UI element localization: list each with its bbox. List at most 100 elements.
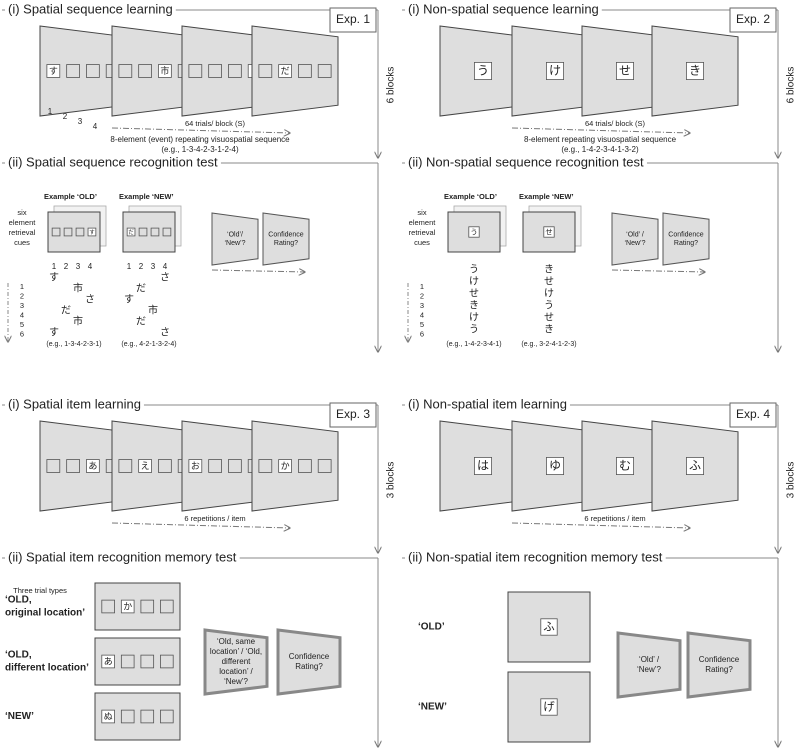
trial-type-label: ‘NEW’ [418,702,447,713]
sequence-character: さ [160,272,170,284]
sequence-character: す [124,294,134,306]
section-title: (ii) Non-spatial item recognition memory… [408,549,663,564]
response-prompt: ‘Old’ / [626,231,644,238]
section-title: (i) Spatial sequence learning [8,1,173,16]
location-box [258,459,273,473]
screen-frame [251,420,339,512]
trial-arrow [111,522,290,528]
location-box [75,227,85,237]
experiment-panel: (i) Non-spatial item learning Exp. 4 3 blo… [402,396,797,747]
cue-number: 5 [420,320,424,329]
cue-number: 6 [20,329,24,338]
cue-number: 2 [20,291,24,300]
sequence-character: う [544,300,554,312]
sequence-description: 8-element (event) repeating visuospatial… [110,135,290,144]
trial-arrow [511,127,690,133]
column-number: 1 [127,262,132,271]
response-screen [686,631,752,699]
sequence-character: だ [61,305,71,317]
sequence-character: だ [136,316,146,328]
sequence-character: だ [136,283,146,295]
location-box [188,459,203,473]
cue-number: 4 [420,310,424,319]
location-box [298,64,312,78]
stimulus-character: え [141,461,150,471]
location-box [120,654,135,669]
cue-label: retrieval [9,228,36,237]
stimulus-character: ふ [543,621,555,634]
response-prompt: ‘New’? [637,665,662,674]
stimulus-character: す [49,66,58,76]
experiment-label-box [329,7,377,33]
cue-number: 1 [20,282,24,291]
location-box [51,227,61,237]
stimulus-character: ぬ [104,711,113,721]
location-box [540,618,558,636]
location-box [468,226,480,238]
location-box [160,709,174,724]
experiment-panel: (i) Spatial sequence learning Exp. 1 6 blo… [2,1,397,352]
screen-frame [94,637,181,686]
response-screen [611,212,659,266]
schedule-label: 64 trials/ block (S) [585,119,646,128]
title-background [5,154,221,170]
example-label: Example ‘NEW’ [119,192,174,201]
sequence-description: (e.g., 1-4-2-3-4-1-3-2) [561,145,639,154]
stimulus-character: あ [104,656,113,666]
location-box [278,64,292,78]
experiment-label: Exp. 3 [336,407,370,421]
location-box [86,459,100,473]
title-background [5,1,176,17]
location-box [66,459,80,473]
stimulus-character: げ [543,701,555,714]
cue-number: 6 [420,329,424,338]
location-box [228,64,242,78]
stimulus-character: 市 [160,65,169,76]
response-prompt: ‘Old’/ [227,231,243,238]
location-box [160,654,174,669]
trial-arrow [511,522,690,528]
location-box [545,62,564,81]
title-background [405,396,570,412]
column-number: 4 [88,262,93,271]
location-box [258,64,273,78]
response-prompt: Rating? [674,240,698,247]
block-count: 6 blocks [386,67,397,104]
cue-number: 2 [420,291,424,300]
column-number: 3 [76,262,81,271]
title-background [405,549,666,565]
trial-type-label: ‘NEW’ [5,711,34,722]
location-box [118,64,133,78]
title-background [405,154,647,170]
response-screen [203,628,269,696]
location-box [120,599,135,614]
stimulus-character: け [549,64,561,78]
cue-number: 3 [420,301,424,310]
location-box [685,62,704,81]
stimulus-character: だ [281,66,290,76]
section-title: (ii) Non-spatial sequence recognition te… [408,154,644,169]
trial-arrow [111,127,290,133]
response-prompt: Confidence [289,652,330,661]
location-box [86,64,100,78]
response-prompt: Rating? [295,662,323,671]
location-box [150,227,160,237]
stimulus-character: だ [128,229,134,236]
section-title: (ii) Spatial sequence recognition test [8,154,218,169]
sequence-character: き [469,300,479,312]
location-box [298,459,312,473]
location-box [685,457,704,476]
response-prompt: Rating? [705,665,733,674]
sequence-character: 市 [73,282,83,295]
example-sequence: (e.g., 4-2-1-3-2-4) [121,341,176,348]
response-prompt: Confidence [699,655,740,664]
screen-frame [94,582,181,631]
screen-frame [94,692,181,741]
cue-label: cues [414,238,430,247]
trial-types-label: Three trial types [13,586,67,595]
sequence-description: 8-element repeating visuospatial sequenc… [524,135,677,144]
trial-type-label: ‘OLD, [5,650,32,661]
location-box [474,457,493,476]
experiment-label-box [729,7,777,33]
